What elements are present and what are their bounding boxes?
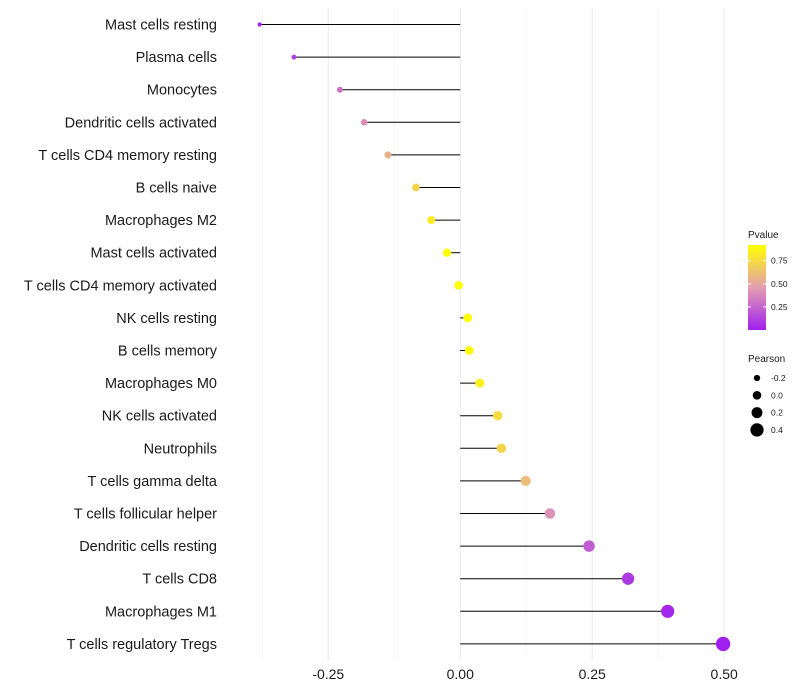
- pvalue-ticks: 0.25 0.50 0.75: [748, 256, 788, 312]
- category-label: NK cells resting: [116, 311, 217, 327]
- grid-layer: [262, 8, 725, 660]
- colorbar-tick-label: 0.75: [771, 256, 788, 266]
- category-labels: Mast cells resting Plasma cells Monocytes D…: [24, 18, 218, 653]
- category-label: Monocytes: [147, 83, 217, 99]
- category-label: T cells CD4 memory resting: [38, 148, 217, 164]
- category-label: Macrophages M2: [105, 213, 217, 229]
- stem-layer: [259, 24, 724, 645]
- data-point: [544, 508, 556, 519]
- x-tick-label: -0.25: [312, 666, 344, 682]
- category-label: T cells CD8: [142, 572, 217, 588]
- pearson-key-label: -0.2: [771, 373, 786, 383]
- data-point: [464, 346, 474, 355]
- category-label: T cells CD4 memory activated: [24, 278, 217, 294]
- data-point: [384, 151, 392, 159]
- pearson-key-dot: [752, 390, 762, 400]
- colorbar-tick-label: 0.50: [771, 279, 788, 289]
- pvalue-colorbar: [748, 245, 766, 330]
- category-label: T cells gamma delta: [88, 474, 218, 490]
- data-point: [257, 22, 262, 27]
- pearson-key-label: 0.2: [771, 408, 783, 418]
- data-point: [442, 248, 452, 257]
- category-label: T cells follicular helper: [74, 507, 217, 523]
- pearson-key-dot: [750, 423, 764, 437]
- category-label: T cells regulatory Tregs: [67, 637, 217, 653]
- category-label: B cells memory: [118, 344, 218, 360]
- x-tick-label: 0.00: [447, 666, 474, 682]
- colorbar-tick-label: 0.25: [771, 302, 788, 312]
- category-label: Plasma cells: [136, 50, 217, 66]
- point-layer: [257, 22, 731, 652]
- pearson-key-dot: [753, 374, 761, 382]
- category-label: B cells naive: [136, 181, 217, 197]
- category-label: Macrophages M1: [105, 604, 217, 620]
- data-point: [520, 475, 531, 486]
- data-point: [621, 572, 635, 585]
- pearson-legend-title: Pearson: [748, 354, 785, 365]
- pearson-key-label: 0.0: [771, 390, 783, 400]
- category-label: Neutrophils: [144, 441, 217, 457]
- data-point: [291, 54, 297, 60]
- data-point: [412, 183, 420, 192]
- data-point: [661, 604, 675, 618]
- pearson-legend: Pearson -0.2 0.0 0.2 0.4: [748, 354, 786, 437]
- data-point: [493, 410, 503, 421]
- category-label: Macrophages M0: [105, 376, 217, 392]
- data-point: [496, 443, 507, 454]
- data-point: [360, 119, 368, 126]
- category-label: Mast cells resting: [105, 18, 217, 34]
- data-point: [715, 636, 731, 652]
- x-tick-label: 0.25: [579, 666, 606, 682]
- data-point: [475, 378, 485, 388]
- pearson-keys: -0.2 0.0 0.2 0.4: [750, 373, 786, 437]
- category-label: Mast cells activated: [90, 246, 217, 262]
- pvalue-legend: Pvalue 0.25 0.50 0.75: [748, 230, 788, 330]
- data-point: [427, 216, 436, 225]
- pearson-key-label: 0.4: [771, 425, 783, 435]
- category-label: NK cells activated: [102, 409, 217, 425]
- x-axis-ticks: -0.25 0.00 0.25 0.50: [312, 666, 738, 682]
- category-label: Dendritic cells activated: [65, 115, 217, 131]
- x-tick-label: 0.50: [711, 666, 738, 682]
- data-point: [463, 313, 473, 323]
- data-point: [454, 281, 463, 290]
- data-point: [583, 540, 595, 552]
- pvalue-legend-title: Pvalue: [748, 230, 779, 241]
- category-label: Dendritic cells resting: [79, 539, 217, 555]
- data-point: [336, 86, 343, 93]
- pearson-key-dot: [751, 407, 763, 419]
